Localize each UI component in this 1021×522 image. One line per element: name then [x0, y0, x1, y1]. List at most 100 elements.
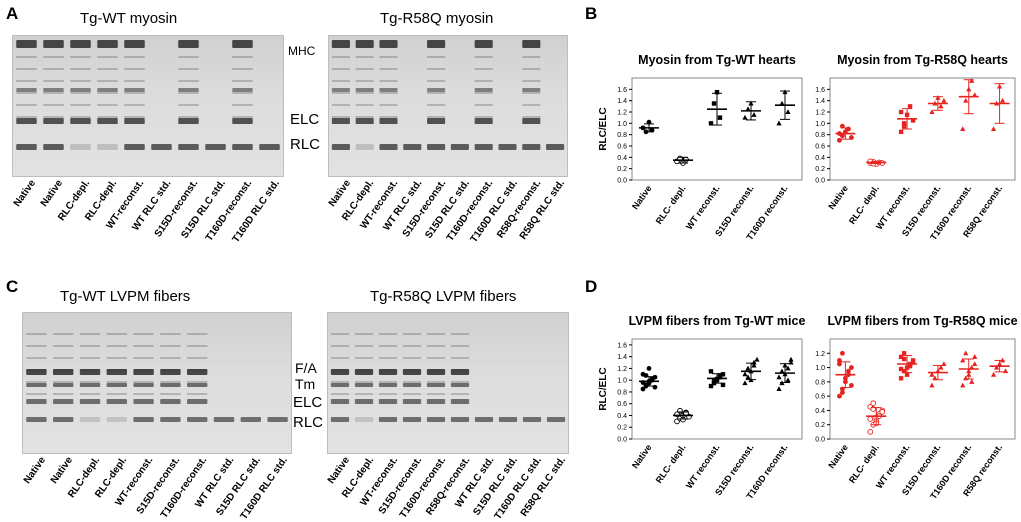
gel-band [133, 333, 154, 335]
gel-band [546, 417, 566, 422]
gel-band [426, 333, 446, 335]
gel-band [124, 92, 145, 94]
data-point [714, 89, 720, 95]
gel-band [43, 104, 64, 106]
x-tick-label: RLC- depl. [847, 183, 881, 226]
gel-band [427, 118, 446, 124]
gel-band [205, 144, 226, 150]
y-tick-label: 0.4 [815, 408, 825, 415]
gel-title-c-right: Tg-R58Q LVPM fibers [370, 288, 517, 305]
gel-band [106, 381, 127, 383]
plot-title: Myosin from Tg-WT hearts [638, 53, 796, 67]
gel-band [522, 92, 541, 94]
gel-c-right [327, 312, 569, 454]
gel-band [178, 92, 199, 94]
gel-band [450, 369, 470, 371]
gel-c-left [22, 312, 292, 454]
gel-band [331, 80, 350, 82]
gel-band [427, 80, 446, 82]
data-point [990, 126, 997, 131]
gel-band [330, 345, 350, 347]
data-point [646, 119, 652, 125]
gel-band [70, 104, 91, 106]
data-point [640, 386, 646, 392]
gel-band [522, 88, 541, 92]
data-point [901, 121, 907, 126]
gel-band [79, 383, 101, 387]
gel-band [474, 40, 493, 48]
gel-band [79, 417, 101, 422]
data-point [898, 129, 904, 135]
gel-band [160, 345, 181, 347]
gel-band [124, 40, 145, 48]
lane-label: Native [22, 455, 49, 486]
y-axis-label: RLC/ELC [805, 367, 807, 410]
data-point [969, 379, 975, 384]
band-label-rlc: RLC [290, 136, 321, 153]
x-tick-label: RLC- depl. [654, 183, 688, 226]
plot-frame [829, 338, 1016, 440]
gel-band [124, 104, 145, 106]
gel-band [427, 92, 446, 94]
gel-band [232, 80, 253, 82]
gel-band [178, 80, 199, 82]
gel-a-right [328, 35, 568, 177]
gel-band [151, 144, 172, 150]
gel-band [97, 80, 118, 82]
y-tick-label: 1.6 [617, 342, 627, 349]
gel-band [79, 369, 101, 371]
gel-band [330, 383, 350, 387]
y-tick-label: 1.6 [617, 87, 627, 94]
data-point [938, 364, 944, 370]
gel-band [178, 68, 199, 70]
gel-band [106, 333, 127, 335]
gel-band [330, 399, 350, 404]
gel-band [26, 345, 47, 347]
gel-band [160, 333, 181, 335]
gel-band [187, 357, 208, 359]
gel-band [26, 333, 47, 335]
gel-band [160, 383, 181, 387]
data-point [785, 365, 791, 371]
data-point [649, 127, 655, 133]
gel-band [354, 381, 374, 383]
band-label-elc: ELC [290, 111, 320, 128]
plot-frame [631, 77, 803, 181]
gel-band [378, 393, 398, 395]
data-point [969, 78, 975, 83]
gel-band [403, 144, 422, 150]
data-point [870, 400, 877, 407]
data-point [779, 368, 785, 374]
gel-band [26, 369, 47, 371]
gel-band [427, 144, 446, 150]
y-tick-label: 1.0 [815, 365, 825, 372]
gel-band [232, 40, 253, 48]
gel-band [355, 56, 374, 58]
gel-band [16, 116, 37, 118]
gel-band [26, 381, 47, 383]
data-point [785, 377, 791, 383]
gel-band [70, 92, 91, 94]
gel-band [97, 118, 118, 124]
data-point [742, 114, 748, 120]
gel-band [16, 104, 37, 106]
gel-band [330, 393, 350, 395]
gel-band [426, 383, 446, 387]
data-point [960, 382, 966, 388]
y-tick-label: 0.6 [815, 144, 825, 151]
gel-band [26, 357, 47, 359]
gel-band [474, 92, 493, 94]
gel-band [378, 333, 398, 335]
gel-band [124, 118, 145, 124]
y-tick-label: 0.4 [815, 155, 825, 162]
data-point [972, 354, 978, 359]
gel-band [53, 383, 74, 387]
gel-band [160, 393, 181, 395]
gel-band [70, 56, 91, 58]
gel-band [474, 118, 493, 124]
x-tick-label: Native [826, 442, 850, 470]
gel-band [178, 56, 199, 58]
gel-band [354, 345, 374, 347]
gel-band [379, 118, 398, 124]
data-point [649, 376, 655, 382]
